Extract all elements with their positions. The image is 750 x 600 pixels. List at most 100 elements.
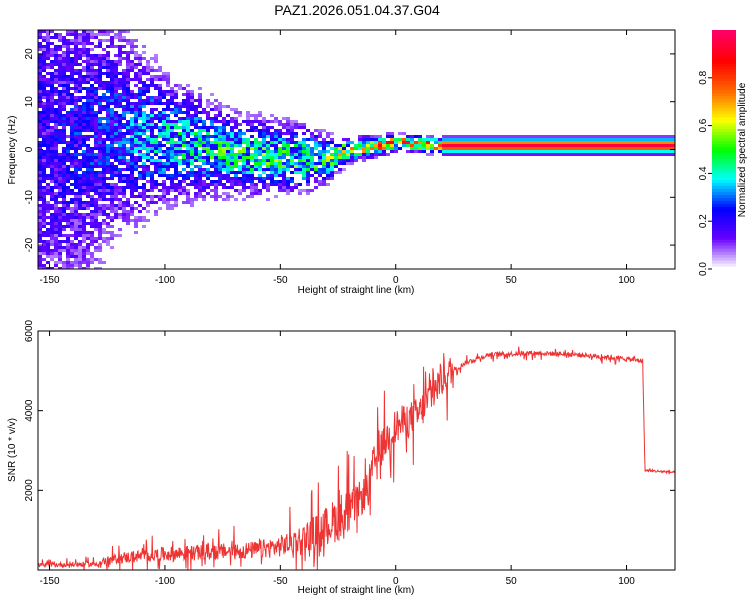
spectrogram-cell xyxy=(182,159,186,162)
spectrogram-cell xyxy=(54,57,58,60)
spectrogram-cell xyxy=(278,165,282,168)
spectrogram-cell xyxy=(50,138,54,141)
spectrogram-cell xyxy=(94,33,98,36)
spectrogram-cell xyxy=(90,57,94,60)
spectrogram-cell xyxy=(82,162,86,165)
spectrogram-cell xyxy=(58,111,62,114)
spectrogram-cell xyxy=(122,69,126,72)
spectrogram-cell xyxy=(122,180,126,183)
spectrogram-cell xyxy=(114,189,118,192)
spectrogram-cell xyxy=(238,150,242,153)
spectrogram-cell xyxy=(566,138,570,141)
spectrogram-cell xyxy=(126,102,130,105)
spectrogram-cell xyxy=(518,150,522,153)
spectrogram-cell xyxy=(258,168,262,171)
spectrogram-cell xyxy=(226,120,230,123)
spectrogram-cell xyxy=(326,177,330,180)
spectrogram-cell xyxy=(218,162,222,165)
spectrogram-cell xyxy=(362,156,366,159)
spectrogram-cell xyxy=(134,177,138,180)
spectrogram-cell xyxy=(118,216,122,219)
spectrogram-cell xyxy=(278,168,282,171)
spectrogram-cell xyxy=(378,147,382,150)
spectrogram-cell xyxy=(58,186,62,189)
spectrogram-cell xyxy=(138,63,142,66)
spectrogram-cell xyxy=(106,54,110,57)
spectrogram-cell xyxy=(82,66,86,69)
spectrogram-cell xyxy=(258,132,262,135)
spectrogram-cell xyxy=(198,96,202,99)
spectrogram-cell xyxy=(246,186,250,189)
spectrogram-cell xyxy=(54,234,58,237)
spectrogram-cell xyxy=(58,213,62,216)
spectrogram-cell xyxy=(374,156,378,159)
spectrogram-cell xyxy=(238,111,242,114)
spectrogram-cell xyxy=(78,105,82,108)
spectrogram-cell xyxy=(82,75,86,78)
spectrogram-cell xyxy=(134,63,138,66)
spectrogram-cell xyxy=(106,165,110,168)
spectrogram-cell xyxy=(114,45,118,48)
spectrogram-cell xyxy=(286,165,290,168)
spectrogram-cell xyxy=(638,144,642,147)
spectrogram-cell xyxy=(158,189,162,192)
spectrogram-cell xyxy=(582,150,586,153)
spectrogram-cell xyxy=(434,141,438,144)
spectrogram-cell xyxy=(82,222,86,225)
spectrogram-cell xyxy=(318,168,322,171)
spectrogram-cell xyxy=(146,84,150,87)
spectrogram-cell xyxy=(590,150,594,153)
spectrogram-cell xyxy=(278,123,282,126)
spectrogram-cell xyxy=(82,144,86,147)
spectrogram-cell xyxy=(138,165,142,168)
spectrogram-cell xyxy=(58,66,62,69)
spectrogram-cell xyxy=(170,198,174,201)
spectrogram-cell xyxy=(278,138,282,141)
spectrogram-cell xyxy=(138,159,142,162)
spectrogram-cell xyxy=(234,189,238,192)
spectrogram-cell xyxy=(66,87,70,90)
spectrogram-cell xyxy=(62,54,66,57)
spectrogram-cell xyxy=(658,147,662,150)
spectrogram-cell xyxy=(186,165,190,168)
spectrogram-cell xyxy=(102,159,106,162)
spectrogram-cell xyxy=(94,147,98,150)
spectrogram-cell xyxy=(90,48,94,51)
spectrogram-cell xyxy=(642,150,646,153)
spectrogram-cell xyxy=(202,147,206,150)
spectrogram-cell xyxy=(66,51,70,54)
spectrogram-cell xyxy=(98,183,102,186)
spectrogram-cell xyxy=(46,246,50,249)
spectrogram-cell xyxy=(82,42,86,45)
spectrogram-cell xyxy=(126,66,130,69)
spectrogram-cell xyxy=(286,150,290,153)
spectrogram-cell xyxy=(546,135,550,138)
spectrogram-cell xyxy=(350,147,354,150)
spectrogram-cell xyxy=(154,123,158,126)
spectrogram-cell xyxy=(66,78,70,81)
spectrogram-cell xyxy=(110,225,114,228)
spectrogram-cell xyxy=(214,189,218,192)
spectrogram-cell xyxy=(98,45,102,48)
spectrogram-cell xyxy=(78,108,82,111)
spectrogram-cell xyxy=(242,156,246,159)
spectrogram-cell xyxy=(610,141,614,144)
spectrogram-cell xyxy=(602,138,606,141)
spectrogram-cell xyxy=(246,114,250,117)
spectrogram-cell xyxy=(138,60,142,63)
spectrogram-cell xyxy=(158,84,162,87)
spectrogram-cell xyxy=(318,183,322,186)
spectrogram-cell xyxy=(74,183,78,186)
spectrogram-cell xyxy=(54,246,58,249)
spectrogram-cell xyxy=(234,144,238,147)
spectrogram-cell xyxy=(374,144,378,147)
spectrogram-cell xyxy=(102,39,106,42)
spectrogram-cell xyxy=(106,45,110,48)
spectrogram-cell xyxy=(106,108,110,111)
spectrogram-cell xyxy=(158,162,162,165)
spectrogram-cell xyxy=(326,144,330,147)
spectrogram-cell xyxy=(130,120,134,123)
spectrogram-cell xyxy=(42,141,46,144)
spectrogram-cell xyxy=(162,75,166,78)
spectrogram-cell xyxy=(102,210,106,213)
